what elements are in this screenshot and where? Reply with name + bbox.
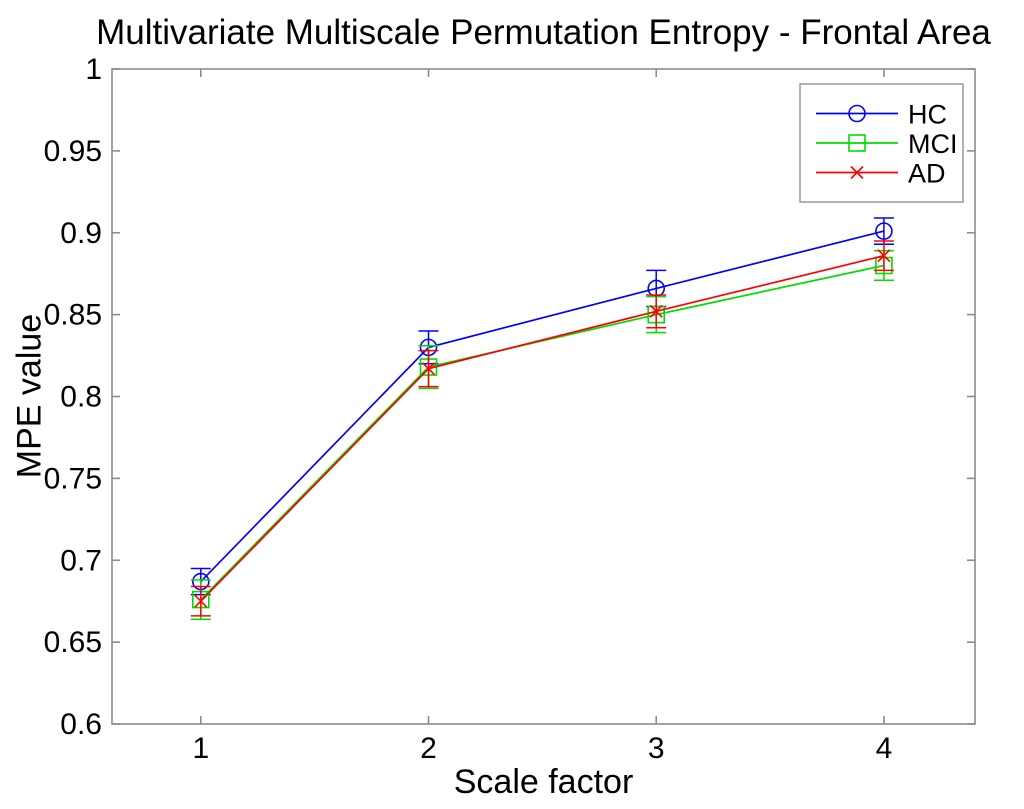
series-line xyxy=(200,254,885,602)
x-tick-label: 3 xyxy=(648,732,665,765)
chart-title: Multivariate Multiscale Permutation Entr… xyxy=(96,13,991,52)
legend-label: AD xyxy=(908,159,946,189)
x-marker xyxy=(877,249,891,263)
square-marker xyxy=(848,134,866,152)
y-tick-label: 0.65 xyxy=(44,626,102,659)
x-marker xyxy=(850,165,864,180)
x-tick-label: 2 xyxy=(420,732,437,765)
legend-entry-mci: MCI xyxy=(816,129,958,159)
legend-entry-hc: HC xyxy=(816,100,947,130)
series-line xyxy=(200,264,885,601)
y-tick-label: 0.7 xyxy=(60,544,102,577)
x-tick-label: 4 xyxy=(876,732,893,765)
series-line xyxy=(200,230,885,583)
legend-label: MCI xyxy=(908,129,958,159)
circle-marker xyxy=(848,104,866,123)
series-hc xyxy=(190,217,894,596)
y-tick-label: 0.85 xyxy=(44,299,102,332)
y-tick-label: 0.8 xyxy=(60,381,102,414)
y-tick-label: 0.6 xyxy=(60,708,102,741)
y-tick-label: 0.95 xyxy=(44,135,102,168)
series-ad xyxy=(190,240,894,617)
series-mci xyxy=(190,250,894,620)
y-tick-label: 0.75 xyxy=(44,462,102,495)
x-marker xyxy=(421,362,436,376)
legend-label: HC xyxy=(908,100,947,130)
legend-entry-ad: AD xyxy=(816,159,946,189)
y-tick-label: 0.9 xyxy=(60,217,102,250)
circle-marker xyxy=(875,222,893,240)
x-marker xyxy=(649,304,663,318)
x-marker xyxy=(194,594,208,608)
y-tick-label: 1 xyxy=(85,53,102,86)
x-axis-label: Scale factor xyxy=(453,763,634,801)
x-tick-label: 1 xyxy=(192,732,209,765)
